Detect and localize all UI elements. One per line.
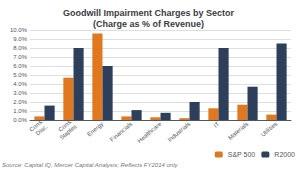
svg-text:Healthcare: Healthcare (136, 120, 163, 144)
svg-text:0.0%: 0.0% (13, 117, 27, 123)
svg-text:6.0%: 6.0% (13, 63, 27, 69)
svg-text:2.0%: 2.0% (13, 99, 27, 105)
svg-text:Staples: Staples (58, 123, 77, 140)
svg-text:Materials: Materials (227, 121, 250, 141)
svg-text:8.0%: 8.0% (13, 45, 27, 51)
svg-text:IT: IT (212, 120, 220, 128)
svg-text:Financials: Financials (109, 121, 134, 143)
svg-text:7.0%: 7.0% (13, 54, 27, 60)
svg-text:Disc.: Disc. (35, 123, 49, 136)
svg-text:Source: Capital IQ, Mercer Cap: Source: Capital IQ, Mercer Capital Analy… (2, 162, 179, 168)
svg-text:3.0%: 3.0% (13, 90, 27, 96)
svg-text:Cons.: Cons. (28, 118, 45, 133)
svg-text:10.0%: 10.0% (10, 27, 28, 33)
svg-text:9.0%: 9.0% (13, 36, 27, 42)
svg-text:Cons.: Cons. (57, 118, 74, 133)
svg-text:(Charge as % of Revenue): (Charge as % of Revenue) (93, 19, 204, 29)
svg-text:Energy: Energy (86, 121, 104, 138)
svg-text:4.0%: 4.0% (13, 81, 27, 87)
svg-text:1.0%: 1.0% (13, 108, 27, 114)
svg-text:S&P 500: S&P 500 (228, 151, 256, 158)
svg-text:Utilities: Utilities (260, 121, 279, 138)
svg-text:5.0%: 5.0% (13, 72, 27, 78)
svg-text:R2000: R2000 (274, 151, 295, 158)
svg-text:Industrials: Industrials (167, 121, 192, 143)
svg-text:Goodwill Impairment Charges by: Goodwill Impairment Charges by Sector (63, 8, 235, 18)
